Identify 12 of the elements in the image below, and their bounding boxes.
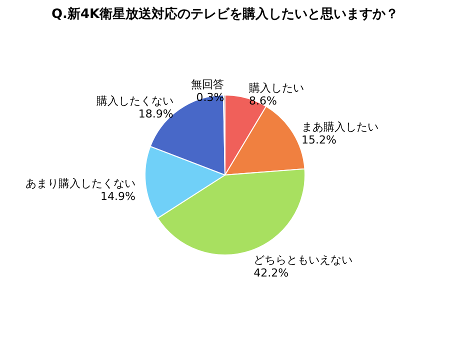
slice-label: 購入したい bbox=[249, 81, 304, 94]
slice-label: まあ購入したい bbox=[302, 120, 379, 134]
slice-label: どちらともいえない bbox=[254, 253, 353, 266]
data-label: 18.9% bbox=[138, 107, 174, 120]
data-label: 8.6% bbox=[249, 94, 277, 108]
data-label: 42.2% bbox=[254, 266, 289, 280]
data-label: 15.2% bbox=[302, 134, 336, 147]
slice-label: 購入したくない bbox=[96, 94, 174, 108]
chart-title: Q.新4K衛星放送対応のテレビを購入したいと思いますか？ bbox=[51, 6, 399, 22]
slice-label: あまり購入したくない bbox=[25, 177, 136, 190]
slice-label: 無回答 bbox=[191, 78, 224, 92]
data-label: 14.9% bbox=[100, 190, 136, 204]
